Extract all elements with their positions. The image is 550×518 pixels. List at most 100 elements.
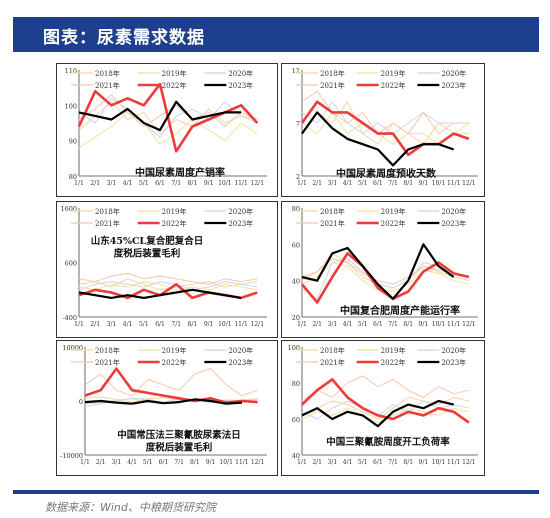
x-tick-label: 2/1 (312, 321, 322, 328)
y-tick-label: -400 (62, 314, 77, 322)
chart-panel-melamine-operating-rate: 100 80 60 40 1/1 2/1 3/1 4/1 5/1 6/1 7/1 8/1 9/1 10/1… (281, 340, 485, 476)
x-tick-label: 9/1 (419, 180, 429, 187)
x-tick-label: 6/1 (155, 180, 165, 187)
x-tick-label: 4/1 (343, 180, 353, 187)
legend-label: 2021年 (320, 81, 345, 90)
legend-label: 2020年 (441, 69, 466, 78)
x-tick-label: 8/1 (403, 321, 413, 328)
x-tick-label: 6/1 (373, 321, 383, 328)
x-tick-label: 11/1 (234, 321, 247, 328)
legend-label: 2021年 (320, 358, 345, 367)
y-tick-label: 90 (69, 138, 77, 146)
footer-rule (13, 490, 539, 494)
chart-title: 山东45%CL复合肥复合日度税后装置毛利 (91, 235, 204, 260)
x-tick-label: 2/1 (312, 459, 322, 466)
y-tick-label: 1600 (60, 205, 77, 213)
x-tick-label: 4/1 (127, 459, 137, 466)
legend-label: 2022年 (162, 219, 187, 228)
page-title: 图表：尿素需求数据 (43, 28, 205, 48)
x-tick-label: 9/1 (204, 321, 214, 328)
x-tick-label: 7/1 (388, 321, 398, 328)
x-tick-label: 3/1 (107, 180, 117, 187)
legend-label: 2022年 (381, 358, 406, 367)
legend-label: 2021年 (95, 358, 120, 367)
x-tick-label: 1/1 (74, 180, 84, 187)
series-line-2021年 (301, 375, 470, 402)
series-line-2022年 (301, 378, 470, 424)
x-tick-label: 4/1 (343, 321, 353, 328)
y-tick-label: 40 (292, 452, 300, 460)
x-tick-label: 8/1 (403, 180, 413, 187)
x-tick-label: 8/1 (188, 321, 198, 328)
legend-label: 2018年 (95, 207, 120, 216)
y-tick-label: 100 (288, 344, 300, 352)
legend-label: 2022年 (381, 219, 406, 228)
x-tick-label: 1/1 (80, 459, 90, 466)
x-tick-label: 6/1 (155, 321, 165, 328)
legend-label: 2023年 (228, 358, 253, 367)
legend-label: 2020年 (228, 207, 253, 216)
x-tick-label: 4/1 (123, 321, 133, 328)
chart-title: 中国复合肥周度产能运行率 (340, 304, 460, 317)
x-tick-label: 3/1 (328, 459, 338, 466)
x-tick-label: 2/1 (96, 459, 106, 466)
x-tick-label: 9/1 (419, 321, 429, 328)
x-tick-label: 1/1 (297, 321, 307, 328)
legend-label: 2018年 (320, 69, 345, 78)
chart-panel-urea-sales-ratio: 110 100 90 80 1/1 2/1 3/1 4/1 5/1 6/1 7/1 8/1 9/1 10/… (56, 63, 278, 197)
x-tick-label: 10/1 (432, 459, 445, 466)
x-tick-label: 10/1 (432, 180, 445, 187)
legend-label: 2021年 (95, 219, 120, 228)
x-tick-label: 10/1 (218, 321, 231, 328)
chart-title: 中国尿素周度预收天数 (336, 167, 437, 180)
legend-label: 2019年 (162, 69, 187, 78)
y-tick-label: 80 (69, 173, 77, 181)
legend-label: 2018年 (95, 69, 120, 78)
x-tick-label: 12/1 (251, 321, 264, 328)
x-tick-label: 1/1 (297, 459, 307, 466)
chart-panel-compound-fertilizer-utilization: 80 60 40 20 1/1 2/1 3/1 4/1 5/1 6/1 7/1 8/1 9/1 10/1 1… (281, 201, 485, 338)
x-tick-label: 4/1 (123, 180, 133, 187)
legend-label: 2020年 (228, 346, 253, 355)
legend-label: 2023年 (228, 219, 253, 228)
x-tick-label: 12/1 (462, 459, 475, 466)
title-bar: 图表：尿素需求数据 (13, 17, 539, 52)
series-line-2023年 (301, 243, 455, 300)
series-line-2023年 (301, 399, 454, 428)
series-line-2023年 (78, 288, 242, 299)
legend-label: 2020年 (441, 346, 466, 355)
series-line-2021年 (78, 94, 258, 127)
x-tick-label: 12/1 (251, 459, 264, 466)
series-line-2019年 (78, 281, 258, 291)
x-tick-label: 5/1 (358, 180, 368, 187)
legend-label: 2021年 (320, 219, 345, 228)
source-note: 数据来源：Wind、中粮期货研究院 (45, 501, 216, 514)
legend-label: 2019年 (162, 207, 187, 216)
chart-title: 中国三聚氰胺周度开工负荷率 (326, 436, 450, 448)
x-tick-label: 8/1 (403, 459, 413, 466)
x-tick-label: 7/1 (388, 459, 398, 466)
series-line-2021年 (301, 90, 469, 135)
chart-title: 中国尿素周度产销率 (135, 166, 225, 179)
x-tick-label: 5/1 (139, 180, 149, 187)
series-line-2019年 (78, 111, 258, 149)
x-tick-label: 6/1 (373, 180, 383, 187)
legend-label: 2023年 (441, 358, 466, 367)
y-tick-label: 0 (79, 398, 83, 406)
x-tick-label: 11/1 (447, 459, 460, 466)
legend-label: 2023年 (441, 219, 466, 228)
y-tick-label: 110 (65, 67, 77, 75)
x-tick-label: 3/1 (328, 180, 338, 187)
x-tick-label: 12/1 (462, 180, 475, 187)
x-tick-label: 9/1 (419, 459, 429, 466)
y-tick-label: 80 (292, 205, 300, 213)
x-tick-label: 2/1 (90, 180, 100, 187)
series-line-2021年 (84, 368, 258, 397)
y-tick-label: 100 (65, 102, 77, 110)
x-tick-label: 5/1 (139, 321, 149, 328)
legend-label: 2020年 (441, 207, 466, 216)
chart-panel-compound-fertilizer-margin: 1600 600 -400 1/1 2/1 3/1 4/1 5/1 6/1 7/1 8/1 9/1 10… (56, 201, 278, 338)
legend-label: 2019年 (381, 346, 406, 355)
